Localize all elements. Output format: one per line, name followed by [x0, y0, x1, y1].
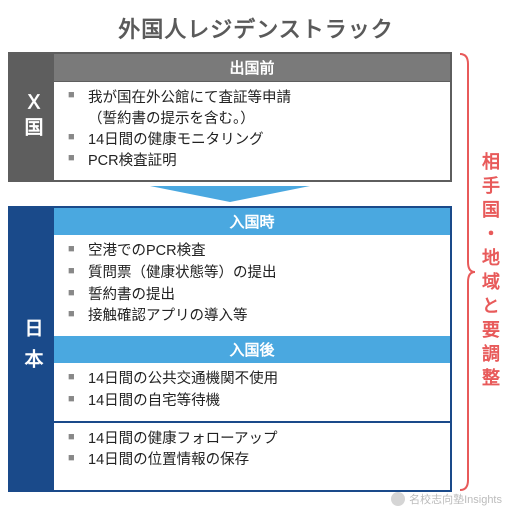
jp-item-text: 誓約書の提出: [88, 287, 175, 303]
x-country-block: Ｘ国 出国前 我が国在外公館にて査証等申請 （誓約書の提示を含む。） 14日間の…: [8, 52, 452, 182]
jp-header-entry: 入国時: [54, 208, 450, 235]
jp-items-entry: 空港でのPCR検査 質問票（健康状態等）の提出 誓約書の提出 接触確認アプリの導…: [54, 235, 450, 336]
jp-item: 空港でのPCR検査: [66, 241, 440, 263]
jp-header-postentry: 入国後: [54, 336, 450, 363]
bracket-icon: [458, 52, 476, 492]
x-item-text: PCR検査証明: [88, 153, 177, 169]
jp-item-text: 14日間の位置情報の保存: [88, 452, 249, 468]
jp-item: 誓約書の提出: [66, 285, 440, 307]
jp-item-text: 14日間の健康フォローアップ: [88, 431, 278, 447]
jp-item: 質問票（健康状態等）の提出: [66, 263, 440, 285]
jp-item: 14日間の位置情報の保存: [66, 450, 440, 472]
jp-item-text: 14日間の自宅等待機: [88, 393, 220, 409]
side-label: 相手国・地域と要調整: [476, 52, 504, 492]
jp-item-text: 14日間の公共交通機関不使用: [88, 371, 278, 387]
jp-item: 14日間の公共交通機関不使用: [66, 369, 440, 391]
x-header-predeparture: 出国前: [54, 54, 450, 82]
arrow-row: [8, 186, 452, 202]
main-layout: Ｘ国 出国前 我が国在外公館にて査証等申請 （誓約書の提示を含む。） 14日間の…: [8, 52, 504, 492]
x-country-body: 出国前 我が国在外公館にて査証等申請 （誓約書の提示を含む。） 14日間の健康モ…: [54, 54, 450, 180]
jp-item-text: 空港でのPCR検査: [88, 243, 206, 259]
jp-item: 14日間の自宅等待機: [66, 391, 440, 413]
x-item: 14日間の健康モニタリング: [66, 130, 440, 151]
x-item: 我が国在外公館にて査証等申請: [66, 88, 440, 109]
side-column: 相手国・地域と要調整: [458, 52, 504, 492]
x-items: 我が国在外公館にて査証等申請 （誓約書の提示を含む。） 14日間の健康モニタリン…: [54, 82, 450, 180]
x-country-label: Ｘ国: [10, 54, 54, 180]
page-title: 外国人レジデンストラック: [8, 12, 504, 44]
jp-items-postentry-2: 14日間の健康フォローアップ 14日間の位置情報の保存: [54, 423, 450, 481]
x-item-text: 14日間の健康モニタリング: [88, 132, 264, 148]
watermark-logo-icon: [391, 492, 405, 506]
x-item-text: 我が国在外公館にて査証等申請: [88, 90, 291, 106]
jp-item: 14日間の健康フォローアップ: [66, 429, 440, 451]
watermark-text: 名校志向塾Insights: [409, 491, 502, 507]
jp-item: 接触確認アプリの導入等: [66, 306, 440, 328]
flow-column: Ｘ国 出国前 我が国在外公館にて査証等申請 （誓約書の提示を含む。） 14日間の…: [8, 52, 452, 492]
jp-item-text: 接触確認アプリの導入等: [88, 308, 248, 324]
japan-block: 日本 入国時 空港でのPCR検査 質問票（健康状態等）の提出 誓約書の提出 接触…: [8, 206, 452, 492]
japan-body: 入国時 空港でのPCR検査 質問票（健康状態等）の提出 誓約書の提出 接触確認ア…: [54, 208, 450, 490]
jp-item-text: 質問票（健康状態等）の提出: [88, 265, 277, 281]
jp-items-postentry-1: 14日間の公共交通機関不使用 14日間の自宅等待機: [54, 363, 450, 421]
japan-label: 日本: [10, 208, 54, 490]
x-item-note: （誓約書の提示を含む。）: [66, 109, 440, 130]
x-item: PCR検査証明: [66, 151, 440, 172]
watermark: 名校志向塾Insights: [391, 491, 502, 507]
down-arrow-icon: [150, 186, 310, 202]
